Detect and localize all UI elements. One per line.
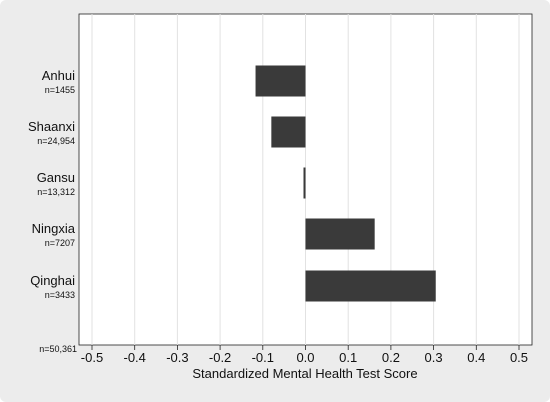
bar-anhui [255, 65, 306, 97]
x-tick-label: -0.5 [81, 350, 103, 365]
total-sample-size-label: n=50,361 [39, 344, 77, 354]
bar-shaanxi [271, 116, 306, 148]
x-tick-label: 0.2 [382, 350, 400, 365]
sample-size-label: n=1455 [45, 85, 75, 95]
x-axis-ticks: -0.5 -0.4 -0.3 -0.2 -0.1 0.0 0.1 0.2 0.3 0.4 0.5 [81, 345, 528, 365]
category-label: Qinghai [30, 273, 75, 288]
category-label: Ningxia [32, 221, 76, 236]
category-label: Anhui [42, 68, 75, 83]
bars [255, 65, 436, 302]
x-tick-label: 0.1 [339, 350, 357, 365]
sample-size-label: n=3433 [45, 290, 75, 300]
bar-gansu [303, 167, 306, 199]
bar-qinghai [305, 270, 436, 302]
x-tick-label: 0.4 [467, 350, 485, 365]
x-tick-label: 0.3 [425, 350, 443, 365]
x-tick-label: -0.2 [209, 350, 231, 365]
category-label: Shaanxi [28, 119, 75, 134]
x-tick-label: 0.0 [296, 350, 314, 365]
x-tick-label: -0.1 [252, 350, 274, 365]
x-tick-label: -0.4 [123, 350, 145, 365]
sample-size-label: n=13,312 [37, 187, 75, 197]
category-label: Gansu [37, 170, 75, 185]
sample-size-label: n=24,954 [37, 136, 75, 146]
sample-size-label: n=7207 [45, 238, 75, 248]
x-axis-title: Standardized Mental Health Test Score [192, 366, 417, 381]
x-tick-label: 0.5 [510, 350, 528, 365]
bar-ningxia [305, 218, 375, 250]
x-tick-label: -0.3 [166, 350, 188, 365]
category-labels: Anhui n=1455 Shaanxi n=24,954 Gansu n=13,312 N… [28, 68, 76, 300]
